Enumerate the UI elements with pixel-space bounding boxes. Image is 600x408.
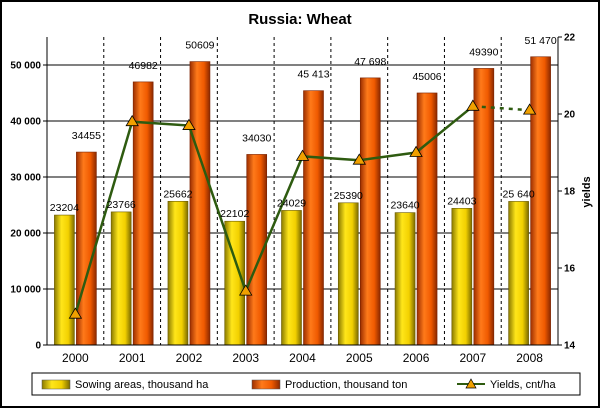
data-label-sowing: 24403	[447, 195, 476, 207]
yield-line	[68, 99, 537, 319]
x-tick-label: 2003	[232, 351, 259, 365]
data-label-sowing: 23766	[107, 199, 136, 211]
bar-production	[416, 92, 438, 346]
yield-marker	[409, 145, 423, 157]
bar-sowing	[281, 210, 302, 346]
data-label-sowing: 23204	[50, 202, 79, 214]
y-right-tick-label: 16	[564, 264, 576, 275]
y-left-tick-label: 50 000	[10, 61, 41, 72]
data-label-sowing: 23640	[390, 200, 419, 212]
y-right-tick-label: 22	[564, 33, 576, 44]
legend-swatch-sowing	[41, 379, 71, 390]
bar-production	[530, 56, 551, 346]
legend: Sowing areas, thousand ha Production, th…	[31, 372, 581, 396]
yield-marker	[466, 99, 480, 111]
x-tick-label: 2004	[289, 351, 316, 365]
x-tick-label: 2005	[346, 351, 373, 365]
y-left-tick-label: 30 000	[10, 173, 41, 184]
bar-sowing	[394, 212, 416, 346]
x-tick-label: 2001	[119, 351, 146, 365]
y-right-tick-label: 14	[564, 341, 576, 352]
yield-marker	[125, 114, 139, 127]
bar-production	[189, 61, 211, 346]
data-label-sowing: 25662	[163, 188, 192, 200]
bar-sowing	[167, 200, 189, 346]
data-labels: 23204 34455 23766 46982 25662 50609 22102 34030…	[50, 35, 557, 220]
data-label-production: 34030	[242, 132, 271, 144]
chart-title: Russia: Wheat	[248, 11, 351, 28]
yield-marker	[295, 149, 310, 161]
data-label-sowing: 25 640	[503, 188, 535, 200]
yield-marker	[352, 153, 366, 165]
x-tick-label: 2007	[459, 351, 486, 365]
y-left-tick-label: 10 000	[10, 285, 41, 296]
data-label-production: 51 470	[525, 35, 557, 47]
y-right-tick-label: 20	[564, 110, 576, 121]
y-right-tick-label: 18	[564, 187, 576, 198]
legend-label-sowing: Sowing areas, thousand ha	[75, 379, 209, 391]
yield-line-solid	[74, 105, 474, 315]
bar-sowing	[451, 208, 473, 346]
bar-sowing	[337, 202, 359, 346]
bar-sowing	[508, 201, 529, 346]
x-tick-label: 2002	[176, 351, 203, 365]
y-left-tick-label: 0	[35, 341, 41, 352]
right-axis-title: yields	[581, 176, 593, 207]
legend-box	[31, 372, 581, 396]
x-tick-label: 2000	[62, 351, 89, 365]
yield-marker	[68, 307, 83, 319]
legend-label-yields: Yields, cnt/ha	[490, 379, 557, 391]
legend-swatch-production	[251, 379, 281, 390]
x-tick-label: 2008	[516, 351, 543, 365]
data-label-sowing: 24029	[277, 197, 306, 209]
data-label-production: 45 413	[297, 69, 329, 81]
data-label-production: 47 698	[354, 56, 386, 68]
bar-sowing	[54, 214, 75, 346]
yield-marker	[239, 284, 253, 296]
data-label-production: 45006	[412, 71, 441, 83]
legend-label-production: Production, thousand ton	[285, 379, 407, 391]
bar-production	[303, 90, 324, 346]
data-label-production: 50609	[185, 40, 214, 52]
data-label-production: 49390	[469, 46, 498, 58]
bar-production	[359, 77, 381, 346]
axes: 0 10 000 20 000 30 000 40 000 50 000 14 16 18 20 2…	[10, 33, 575, 366]
data-label-production: 34455	[72, 130, 101, 142]
data-label-sowing: 22102	[220, 208, 249, 220]
yield-line-dashed	[472, 105, 530, 112]
y-left-tick-label: 40 000	[10, 117, 41, 128]
bar-sowing	[110, 211, 132, 346]
y-left-tick-label: 20 000	[10, 229, 41, 240]
data-label-production: 46982	[129, 60, 158, 72]
data-label-sowing: 25390	[334, 190, 363, 202]
x-tick-label: 2006	[403, 351, 430, 365]
legend-triangle-marker	[465, 378, 477, 389]
yield-marker	[182, 118, 196, 130]
yield-marker	[522, 103, 537, 115]
